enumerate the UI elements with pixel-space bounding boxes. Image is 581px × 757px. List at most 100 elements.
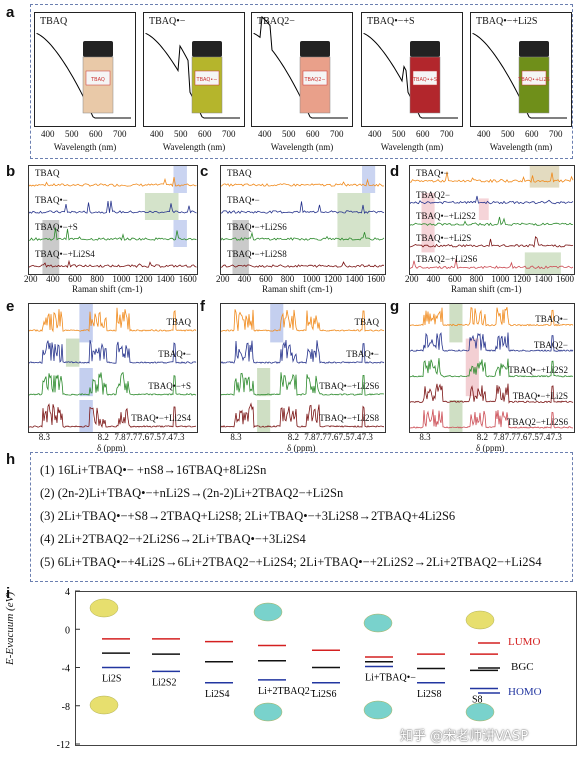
- nmr-xlabel: δ (ppm): [97, 443, 126, 453]
- nmr-tick-label: 7.4: [539, 432, 551, 442]
- nmr-trace-label: TBAQ•−+Li2S6: [319, 380, 379, 391]
- equation-3: (3) 2Li+TBAQ•−+S8→2TBAQ+Li2S8; 2Li+TBAQ•…: [40, 509, 456, 523]
- uv-curve-svg: TBAQ•−: [145, 33, 240, 119]
- raman-tick-label: 1600: [556, 274, 575, 284]
- raman-tick-label: 1000: [302, 274, 321, 284]
- uv-tick-label: 600: [89, 129, 103, 139]
- nmr-trace-label: TBAQ•−+Li2S2: [508, 365, 568, 376]
- nmr-trace: [221, 339, 385, 364]
- nmr-trace-label: TBAQ•−: [158, 348, 191, 359]
- raman-trace: [29, 177, 197, 188]
- uv-tick-label: 400: [368, 129, 382, 139]
- vial-cap: [192, 41, 222, 57]
- panel-h-frame: [30, 452, 573, 582]
- uv-spectrum-3: TBAQ•−+S TBAQ•+S 400 500 600 700 Wavelength (n…: [361, 12, 463, 152]
- raman-tick-label: 1200: [134, 274, 153, 284]
- raman-ticks: 200 400 600 800 1000 1200 1400 1600: [216, 274, 385, 286]
- raman-ticks: 200 400 600 800 1000 1200 1400 1600: [405, 274, 575, 286]
- uv-tick-label: 400: [150, 129, 164, 139]
- raman-tick-label: 200: [24, 274, 38, 284]
- highlight-band: [173, 166, 187, 193]
- nmr-tick-label: 7.5: [527, 432, 539, 442]
- nmr-xlabel: δ (ppm): [476, 443, 505, 453]
- nmr-ticks: 8.3 8.2 7.8 7.7 7.6 7.5 7.4 7.3: [220, 432, 384, 444]
- watermark-text: 知乎 @宋老师讲VASP: [400, 729, 529, 744]
- nmr-tick-label: 7.6: [327, 432, 339, 442]
- nmr-trace-label: TBAQ: [354, 316, 380, 327]
- nmr-trace: [410, 306, 574, 327]
- legend-bgc-label: BGC: [511, 661, 534, 673]
- highlight-band: [232, 220, 249, 274]
- raman-trace-label: TBAQ•−: [227, 195, 260, 205]
- uv-sample-name: TBAQ2−: [257, 16, 295, 27]
- nmr-trace: [410, 383, 574, 404]
- panel-label-c: c: [200, 163, 209, 180]
- panel-label-d: d: [390, 163, 400, 180]
- highlight-band: [79, 304, 93, 343]
- raman-trace: [410, 216, 573, 227]
- uv-spectrum-2: TBAQ2− TBAQ2− 400 500 600 700 Wavelength (nm): [251, 12, 353, 152]
- vial-cap: [519, 41, 549, 57]
- nmr-svg: [29, 304, 197, 432]
- raman-tick-label: 1000: [112, 274, 131, 284]
- nmr-trace-label: TBAQ2−: [533, 339, 568, 350]
- raman-trace: [29, 259, 197, 268]
- uv-tick-label: 400: [41, 129, 55, 139]
- raman-tick-label: 800: [469, 274, 484, 284]
- nmr-trace: [221, 402, 384, 429]
- equation-1: (1) 16Li+TBAQ•− +nS8→16TBAQ+8Li2Sn: [40, 463, 267, 477]
- uv-tick-label: 700: [113, 129, 127, 139]
- nmr-trace: [221, 372, 385, 396]
- highlight-band: [257, 368, 271, 397]
- uv-tick-label: 700: [440, 129, 454, 139]
- uv-curve-svg: TBAQ•+Li2S: [472, 33, 567, 119]
- vial-label: [412, 70, 438, 86]
- highlight-band: [449, 400, 463, 432]
- raman-trace-label: TBAQ•−: [35, 195, 68, 205]
- raman-trace-label: TBAQ•−+Li2S2: [416, 211, 476, 222]
- uv-xlabel: Wavelength (nm): [53, 142, 117, 152]
- uv-tick-label: 600: [306, 129, 320, 139]
- highlight-band: [478, 198, 489, 220]
- nmr-ticks: 8.3 8.2 7.8 7.7 7.6 7.5 7.4 7.3: [28, 432, 196, 444]
- uv-sample-name: TBAQ: [40, 16, 68, 27]
- nmr-tick-label: 7.4: [161, 432, 173, 442]
- equation-4: (4) 2Li+2TBAQ2−+2Li2S6→2Li+TBAQ•−+3Li2S4: [40, 532, 306, 546]
- raman-tick-label: 1200: [323, 274, 342, 284]
- raman-trace: [29, 200, 197, 214]
- raman-trace-label: TBAQ•−+Li2S: [416, 232, 472, 243]
- raman-tick-label: 200: [405, 274, 419, 284]
- nmr-e-plot: TBAQ TBAQ•− TBAQ•−+S TBAQ•−+Li2S4: [28, 303, 198, 433]
- raman-tick-label: 600: [448, 274, 462, 284]
- nmr-tick-label: 7.5: [338, 432, 350, 442]
- nmr-tick-label: 8.3: [230, 432, 242, 442]
- nmr-tick-label: 7.4: [350, 432, 362, 442]
- equation-5: (5) 6Li+TBAQ•−+4Li2S→6Li+2TBAQ2−+Li2S4; …: [40, 555, 542, 569]
- nmr-tick-label: 7.6: [137, 432, 150, 442]
- highlight-band: [529, 166, 560, 188]
- highlight-band: [257, 400, 271, 432]
- nmr-tick-label: 7.8: [114, 432, 126, 442]
- raman-trace-label: TBAQ•−+S: [35, 222, 78, 232]
- vial-label: [521, 70, 547, 86]
- nmr-trace: [29, 403, 197, 429]
- raman-c-plot: TBAQ TBAQ•− TBAQ•−+Li2S6 TBAQ•−+Li2S8: [220, 165, 386, 275]
- nmr-tick-label: 8.2: [476, 432, 489, 442]
- uv-tick-label: 600: [198, 129, 212, 139]
- uv-tick-label: 400: [258, 129, 272, 139]
- nmr-tick-label: 7.3: [173, 432, 185, 442]
- raman-tick-label: 600: [259, 274, 273, 284]
- raman-trace: [29, 227, 197, 241]
- highlight-band: [449, 304, 463, 343]
- highlight-band: [362, 166, 376, 193]
- vial-label-text: TBAQ•+Li2S: [517, 77, 549, 83]
- highlight-band: [337, 220, 371, 247]
- vial-label-text: TBAQ: [90, 77, 105, 83]
- raman-tick-label: 1400: [345, 274, 364, 284]
- vial-cap: [410, 41, 440, 57]
- energy-ytick-label: -8: [62, 702, 70, 713]
- nmr-g-plot: TBAQ•− TBAQ2− TBAQ•−+Li2S2 TBAQ•−+Li2S TBAQ2…: [409, 303, 575, 433]
- raman-trace: [410, 258, 574, 270]
- raman-svg: [410, 166, 574, 274]
- raman-tick-label: 600: [68, 274, 82, 284]
